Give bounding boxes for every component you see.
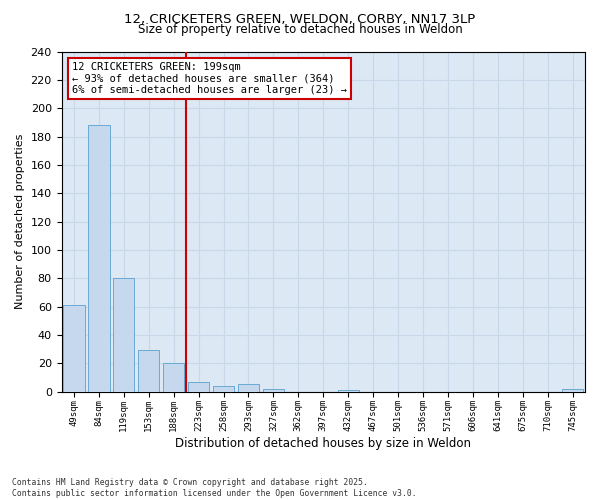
Y-axis label: Number of detached properties: Number of detached properties: [15, 134, 25, 309]
Bar: [213, 386, 234, 392]
Text: 12, CRICKETERS GREEN, WELDON, CORBY, NN17 3LP: 12, CRICKETERS GREEN, WELDON, CORBY, NN1…: [124, 12, 476, 26]
Bar: [263, 388, 284, 392]
Bar: [188, 382, 209, 392]
Bar: [562, 388, 583, 392]
Bar: [238, 384, 259, 392]
Bar: [88, 125, 110, 392]
Bar: [113, 278, 134, 392]
Text: Contains HM Land Registry data © Crown copyright and database right 2025.
Contai: Contains HM Land Registry data © Crown c…: [12, 478, 416, 498]
Bar: [138, 350, 160, 392]
Bar: [163, 363, 184, 392]
Text: Size of property relative to detached houses in Weldon: Size of property relative to detached ho…: [137, 22, 463, 36]
Text: 12 CRICKETERS GREEN: 199sqm
← 93% of detached houses are smaller (364)
6% of sem: 12 CRICKETERS GREEN: 199sqm ← 93% of det…: [72, 62, 347, 95]
Bar: [338, 390, 359, 392]
Bar: [64, 305, 85, 392]
X-axis label: Distribution of detached houses by size in Weldon: Distribution of detached houses by size …: [175, 437, 471, 450]
